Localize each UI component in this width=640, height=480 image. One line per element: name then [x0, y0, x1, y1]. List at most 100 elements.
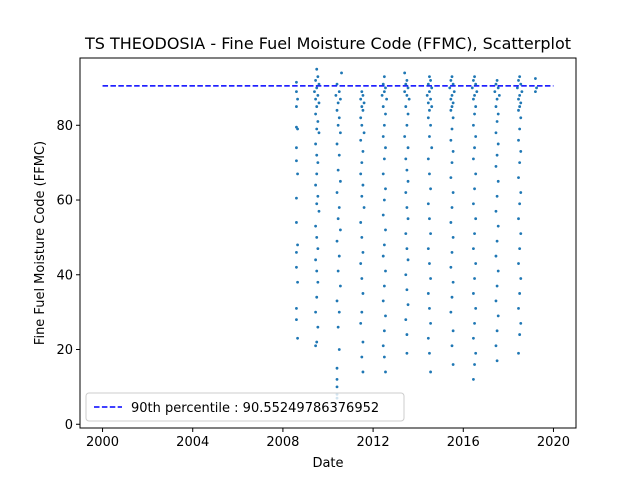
scatter-point: [316, 280, 320, 284]
scatter-point: [474, 172, 478, 176]
scatter-point: [495, 97, 499, 101]
scatter-point: [518, 93, 522, 97]
scatter-point: [382, 75, 386, 79]
scatter-point: [430, 146, 434, 150]
scatter-point: [314, 258, 317, 262]
scatter-point: [450, 75, 454, 79]
scatter-point: [382, 355, 386, 359]
scatter-point: [405, 93, 409, 97]
scatter-point: [380, 93, 384, 97]
scatter-point: [518, 161, 522, 165]
scatter-point: [426, 82, 430, 86]
scatter-point: [336, 123, 340, 127]
scatter-point: [495, 359, 499, 363]
scatter-point: [472, 123, 475, 127]
scatter-point: [449, 79, 453, 82]
scatter-point: [428, 108, 431, 112]
scatter-point: [450, 250, 454, 254]
scatter-point: [430, 105, 434, 108]
scatter-point: [335, 378, 339, 381]
scatter-point: [315, 127, 319, 131]
scatter-point: [384, 86, 387, 90]
scatter-point: [360, 277, 364, 280]
scatter-point: [317, 82, 321, 86]
scatter-point: [337, 153, 341, 157]
scatter-point: [535, 86, 538, 90]
y-tick-label: 60: [56, 194, 73, 209]
scatter-point: [472, 336, 475, 340]
scatter-point: [384, 228, 387, 232]
scatter-point: [494, 131, 498, 135]
scatter-point: [403, 71, 407, 75]
scatter-point: [406, 258, 410, 262]
scatter-point: [494, 299, 498, 303]
legend-frame: [85, 392, 405, 422]
scatter-point: [496, 142, 500, 146]
scatter-point: [519, 101, 523, 105]
scatter-point: [473, 277, 476, 280]
scatter-point: [474, 262, 478, 265]
scatter-point: [316, 247, 320, 251]
scatter-point: [381, 213, 385, 217]
scatter-point: [472, 247, 475, 251]
scatter-point: [362, 101, 366, 105]
scatter-point: [359, 262, 363, 265]
scatter-point: [316, 161, 320, 165]
scatter-point: [406, 303, 410, 307]
scatter-point: [339, 97, 342, 101]
scatter-point: [336, 101, 340, 105]
scatter-point: [428, 172, 431, 176]
scatter-point: [403, 135, 407, 138]
scatter-point: [384, 187, 387, 191]
scatter-point: [519, 232, 523, 236]
scatter-point: [495, 194, 499, 198]
y-tick-label: 80: [56, 119, 73, 134]
scatter-point: [534, 77, 537, 80]
scatter-point: [335, 366, 339, 370]
scatter-point: [472, 378, 475, 381]
scatter-point: [381, 135, 385, 138]
scatter-point: [339, 228, 342, 232]
scatter-point: [317, 209, 321, 213]
scatter-point: [494, 164, 498, 168]
scatter-point: [296, 97, 299, 101]
scatter-point: [384, 314, 387, 318]
scatter-point: [384, 269, 387, 273]
scatter-point: [381, 82, 385, 86]
scatter-point: [360, 123, 364, 127]
scatter-point: [359, 221, 363, 224]
scatter-point: [405, 206, 409, 209]
scatter-point: [517, 262, 520, 265]
scatter-point: [295, 146, 298, 150]
scatter-point: [295, 105, 298, 108]
scatter-point: [518, 202, 522, 206]
scatter-point: [474, 82, 478, 86]
scatter-point: [295, 221, 298, 224]
scatter-point: [296, 172, 299, 176]
x-tick-label: 2020: [537, 435, 570, 450]
scatter-point: [405, 123, 409, 127]
scatter-point: [426, 116, 430, 120]
scatter-point: [473, 321, 476, 325]
scatter-point: [295, 250, 298, 254]
scatter-point: [519, 116, 523, 120]
scatter-point: [429, 321, 432, 325]
scatter-point: [315, 153, 319, 157]
x-tick-label: 2012: [357, 435, 390, 450]
scatter-point: [335, 82, 339, 86]
scatter-point: [362, 206, 366, 209]
scatter-point: [429, 232, 432, 236]
scatter-point: [407, 97, 411, 101]
y-axis-label: Fine Fuel Moisture Code (FFMC): [33, 141, 48, 345]
scatter-point: [451, 280, 455, 284]
scatter-point: [295, 307, 298, 310]
scatter-point: [361, 250, 365, 254]
scatter-point: [429, 123, 432, 127]
scatter-point: [450, 105, 454, 108]
scatter-point: [315, 86, 319, 90]
scatter-point: [496, 86, 500, 90]
scatter-point: [449, 138, 453, 142]
scatter-point: [339, 179, 342, 183]
y-tick-label: 20: [56, 343, 73, 358]
scatter-point: [382, 284, 386, 288]
